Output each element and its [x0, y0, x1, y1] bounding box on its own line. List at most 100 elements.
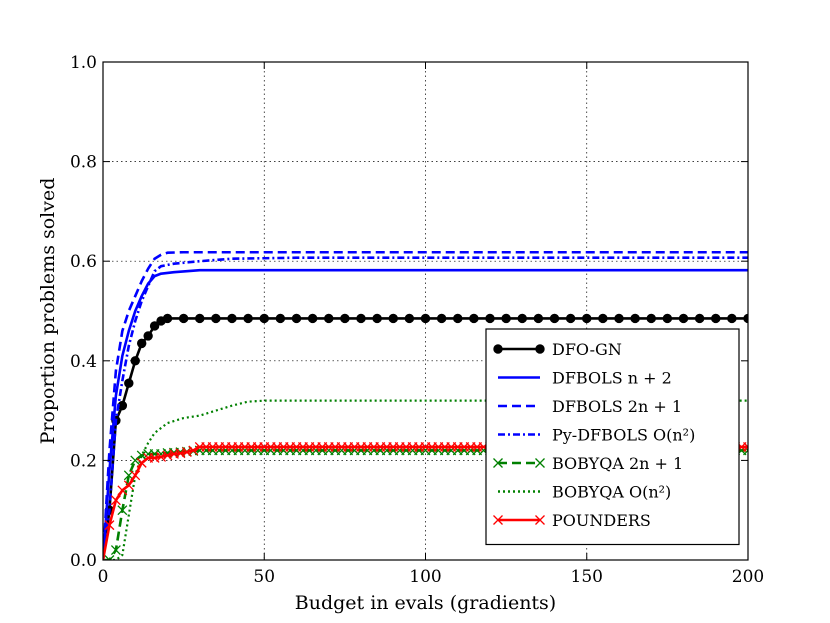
x-tick-label: 150	[571, 567, 603, 587]
data-point	[243, 313, 253, 324]
axis-ticks: 0 50 100 150 200 0.0 0.2 0.4 0.6 0.8 1.0	[70, 53, 764, 587]
data-point	[143, 331, 153, 341]
legend-item: POUNDERS	[493, 511, 651, 530]
data-point	[137, 338, 147, 349]
legend-item: DFBOLS 2n + 1	[498, 397, 682, 416]
legend-box	[485, 328, 740, 546]
data-point	[136, 457, 147, 468]
data-point	[211, 313, 221, 324]
data-point	[162, 313, 173, 324]
legend-item: BOBYQA 2n + 1	[493, 454, 683, 473]
y-tick-label: 0.2	[70, 451, 97, 471]
data-point	[614, 313, 624, 324]
data-point	[533, 313, 544, 324]
data-point	[501, 313, 511, 324]
series-3	[103, 256, 748, 560]
series-line	[103, 256, 748, 560]
x-tick-label: 200	[732, 567, 764, 587]
legend-label: Py-DFBOLS O(n²)	[552, 426, 695, 445]
data-point	[485, 313, 495, 324]
series-1	[103, 268, 748, 560]
legend-marker	[535, 344, 545, 354]
x-tick-label: 0	[98, 567, 109, 587]
y-tick-label: 0.6	[70, 252, 97, 272]
legend-marker	[535, 515, 545, 525]
data-point	[678, 313, 689, 324]
data-point	[124, 378, 134, 388]
data-point	[694, 313, 705, 324]
legend-item: DFO-GN	[493, 340, 622, 359]
data-point	[565, 313, 576, 324]
series-line	[103, 399, 748, 560]
data-point	[404, 313, 415, 324]
data-point	[372, 313, 382, 324]
data-point	[130, 470, 141, 481]
data-point	[549, 313, 560, 324]
data-point	[388, 313, 398, 324]
legend-item: Py-DFBOLS O(n²)	[498, 426, 695, 445]
x-tick-label: 50	[253, 567, 275, 587]
data-point	[356, 313, 366, 324]
series-line	[103, 250, 748, 560]
legend-marker	[493, 458, 503, 468]
y-tick-label: 0.8	[70, 153, 97, 173]
series-0	[103, 313, 748, 560]
legend-marker	[493, 344, 503, 354]
y-tick-label: 1.0	[70, 53, 97, 73]
legend-label: DFBOLS n + 2	[552, 369, 672, 388]
data-point	[291, 313, 302, 324]
data-point	[195, 313, 205, 324]
data-point	[110, 495, 121, 506]
legend-label: DFBOLS 2n + 1	[552, 397, 682, 416]
data-point	[130, 356, 140, 366]
data-point	[662, 313, 673, 324]
data-point	[104, 555, 115, 560]
data-point	[453, 313, 463, 324]
data-point	[646, 313, 656, 324]
legend-label: POUNDERS	[552, 511, 651, 530]
data-point	[469, 313, 479, 324]
data-point	[227, 313, 237, 324]
series-2	[103, 250, 748, 560]
data-point	[136, 450, 147, 461]
data-point	[743, 441, 748, 452]
legend-label: DFO-GN	[552, 340, 622, 359]
y-tick-label: 0.4	[70, 352, 97, 372]
data-point	[582, 313, 592, 324]
data-point	[259, 313, 269, 324]
data-point	[517, 313, 527, 324]
data-point	[178, 313, 189, 324]
data-point	[340, 313, 350, 324]
legend: DFO-GN DFBOLS n + 2 DFBOLS 2n + 1 Py-DFBOLS…	[485, 328, 740, 546]
series-line	[103, 268, 748, 560]
data-point	[420, 313, 431, 324]
data-point	[324, 313, 334, 324]
legend-item: DFBOLS n + 2	[498, 369, 672, 388]
data-point	[188, 445, 199, 456]
data-point	[117, 505, 128, 516]
data-point	[156, 451, 167, 462]
data-point	[727, 313, 737, 324]
data-point	[275, 313, 286, 324]
series-5	[103, 399, 748, 560]
data-point	[149, 321, 160, 331]
data-point	[162, 450, 173, 461]
legend-label: BOBYQA 2n + 1	[552, 454, 683, 473]
data-point	[181, 447, 192, 458]
legend-marker	[493, 515, 503, 525]
data-point	[630, 313, 640, 324]
data-point	[598, 313, 608, 324]
y-tick-label: 0.0	[70, 551, 97, 571]
data-point	[711, 313, 721, 324]
data-point	[307, 313, 318, 324]
data-point	[123, 480, 134, 491]
legend-label: BOBYQA O(n²)	[552, 483, 671, 502]
data-point	[110, 545, 121, 555]
data-point	[130, 455, 141, 466]
data-point	[104, 520, 115, 531]
legend-marker	[535, 458, 545, 468]
x-axis-label: Budget in evals (gradients)	[295, 592, 556, 614]
x-tick-label: 100	[409, 567, 441, 587]
data-point	[117, 485, 128, 496]
